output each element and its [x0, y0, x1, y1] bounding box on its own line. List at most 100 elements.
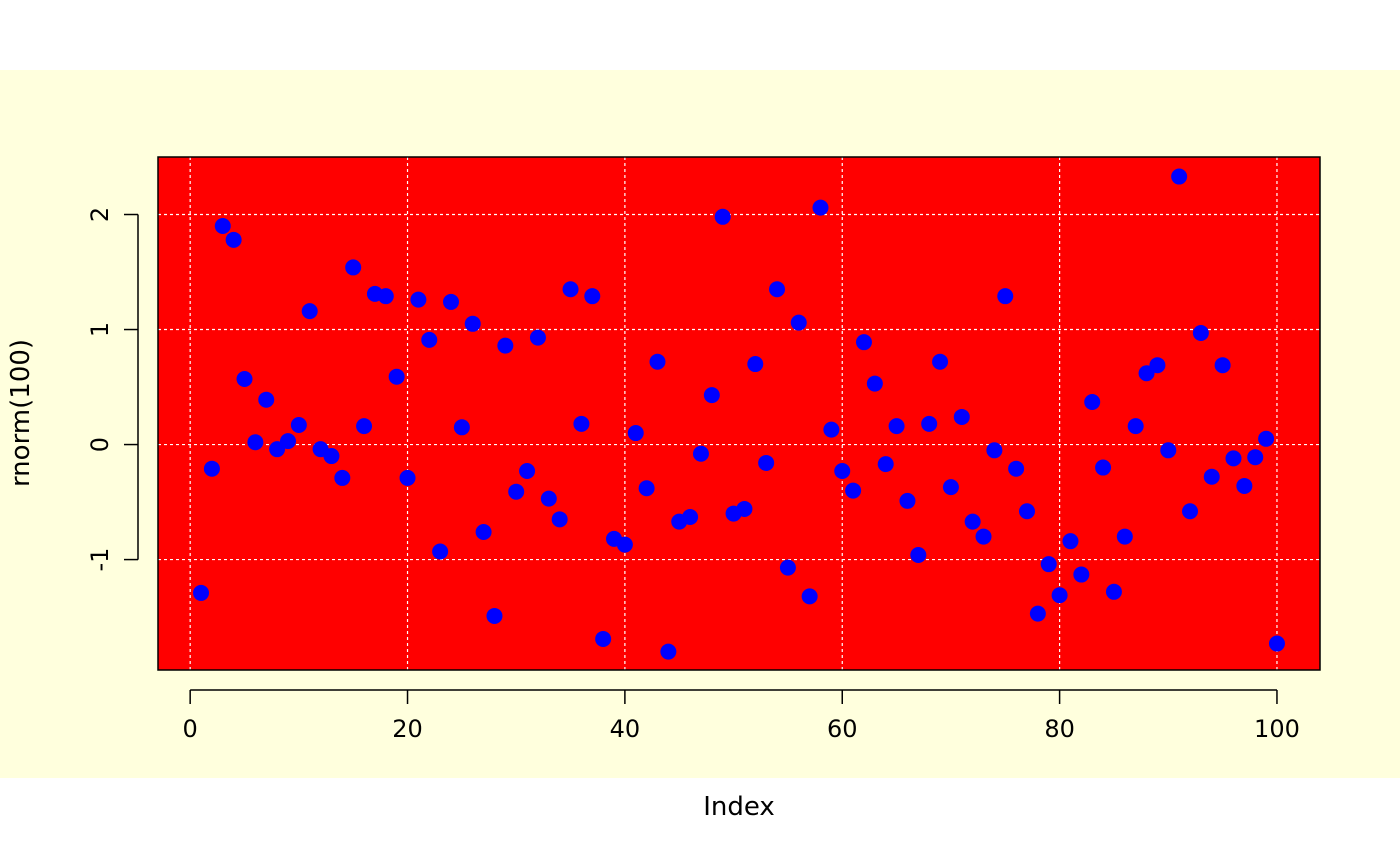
- data-point: [855, 334, 872, 351]
- data-point: [595, 630, 612, 647]
- data-point: [975, 528, 992, 545]
- data-point: [845, 482, 862, 499]
- data-point: [747, 356, 764, 373]
- data-point: [877, 456, 894, 473]
- data-points: [193, 168, 1285, 660]
- data-point: [432, 543, 449, 560]
- data-point: [986, 442, 1003, 459]
- plot-area: [158, 157, 1320, 670]
- data-point: [486, 607, 503, 624]
- data-point: [779, 559, 796, 576]
- data-point: [573, 415, 590, 432]
- data-point: [464, 315, 481, 332]
- data-point: [1008, 460, 1025, 477]
- data-point: [1171, 168, 1188, 185]
- data-point: [399, 469, 416, 486]
- data-point: [1105, 583, 1122, 600]
- data-point: [225, 231, 242, 248]
- data-point: [1225, 450, 1242, 467]
- y-axis: -1 0 1 2: [86, 207, 139, 572]
- data-point: [236, 370, 253, 387]
- data-point: [584, 288, 601, 305]
- data-point: [1214, 357, 1231, 374]
- data-point: [1127, 418, 1144, 435]
- data-point: [964, 513, 981, 530]
- data-point: [790, 314, 807, 331]
- data-point: [323, 448, 340, 465]
- data-point: [410, 291, 427, 308]
- data-point: [616, 536, 633, 553]
- data-point: [497, 337, 514, 354]
- data-point: [1062, 533, 1079, 550]
- data-point: [997, 288, 1014, 305]
- x-tick-label: 60: [827, 715, 858, 743]
- data-point: [736, 500, 753, 517]
- data-point: [334, 469, 351, 486]
- data-point: [529, 329, 546, 346]
- data-point: [562, 281, 579, 298]
- data-point: [649, 353, 666, 370]
- data-point: [953, 408, 970, 425]
- data-point: [758, 454, 775, 471]
- data-point: [1160, 442, 1177, 459]
- data-point: [682, 509, 699, 526]
- data-point: [508, 483, 525, 500]
- data-point: [1073, 566, 1090, 583]
- data-point: [1084, 393, 1101, 410]
- data-point: [921, 415, 938, 432]
- data-point: [1019, 503, 1036, 520]
- grid-lines: [158, 157, 1320, 670]
- y-tick-label: 0: [86, 437, 114, 452]
- data-point: [203, 460, 220, 477]
- data-point: [290, 417, 307, 434]
- data-point: [1040, 556, 1057, 573]
- data-point: [692, 445, 709, 462]
- data-point: [421, 331, 438, 348]
- plot-border: [157, 156, 1321, 671]
- data-point: [1192, 324, 1209, 341]
- x-tick-label: 0: [183, 715, 198, 743]
- data-point: [540, 490, 557, 507]
- data-point: [703, 387, 720, 404]
- data-point: [193, 584, 210, 601]
- data-point: [214, 218, 231, 235]
- data-point: [1247, 449, 1264, 466]
- data-point: [1095, 459, 1112, 476]
- data-point: [1268, 635, 1285, 652]
- data-point: [866, 375, 883, 392]
- data-point: [279, 433, 296, 450]
- x-tick-label: 80: [1044, 715, 1075, 743]
- x-tick-label: 100: [1254, 715, 1300, 743]
- data-point: [812, 199, 829, 216]
- data-point: [942, 479, 959, 496]
- data-point: [660, 643, 677, 660]
- data-point: [356, 418, 373, 435]
- x-tick-label: 40: [610, 715, 641, 743]
- data-point: [714, 208, 731, 225]
- data-point: [769, 281, 786, 298]
- data-point: [247, 434, 264, 451]
- data-point: [519, 463, 536, 480]
- data-point: [442, 293, 459, 310]
- data-point: [551, 511, 568, 528]
- data-point: [1149, 357, 1166, 374]
- data-point: [638, 480, 655, 497]
- data-point: [1236, 477, 1253, 494]
- x-tick-label: 20: [392, 715, 423, 743]
- data-point: [475, 523, 492, 540]
- data-point: [801, 588, 818, 605]
- data-point: [388, 368, 405, 385]
- data-point: [345, 259, 362, 276]
- data-point: [1116, 528, 1133, 545]
- x-axis: 0 20 40 60 80 100: [183, 689, 1300, 743]
- data-point: [1051, 587, 1068, 604]
- y-axis-title: rnorm(100): [6, 339, 36, 487]
- data-point: [1029, 605, 1046, 622]
- data-point: [301, 303, 318, 320]
- data-point: [377, 288, 394, 305]
- x-axis-title: Index: [703, 792, 775, 822]
- y-tick-label: -1: [86, 548, 114, 572]
- data-point: [1182, 503, 1199, 520]
- y-tick-label: 2: [86, 207, 114, 222]
